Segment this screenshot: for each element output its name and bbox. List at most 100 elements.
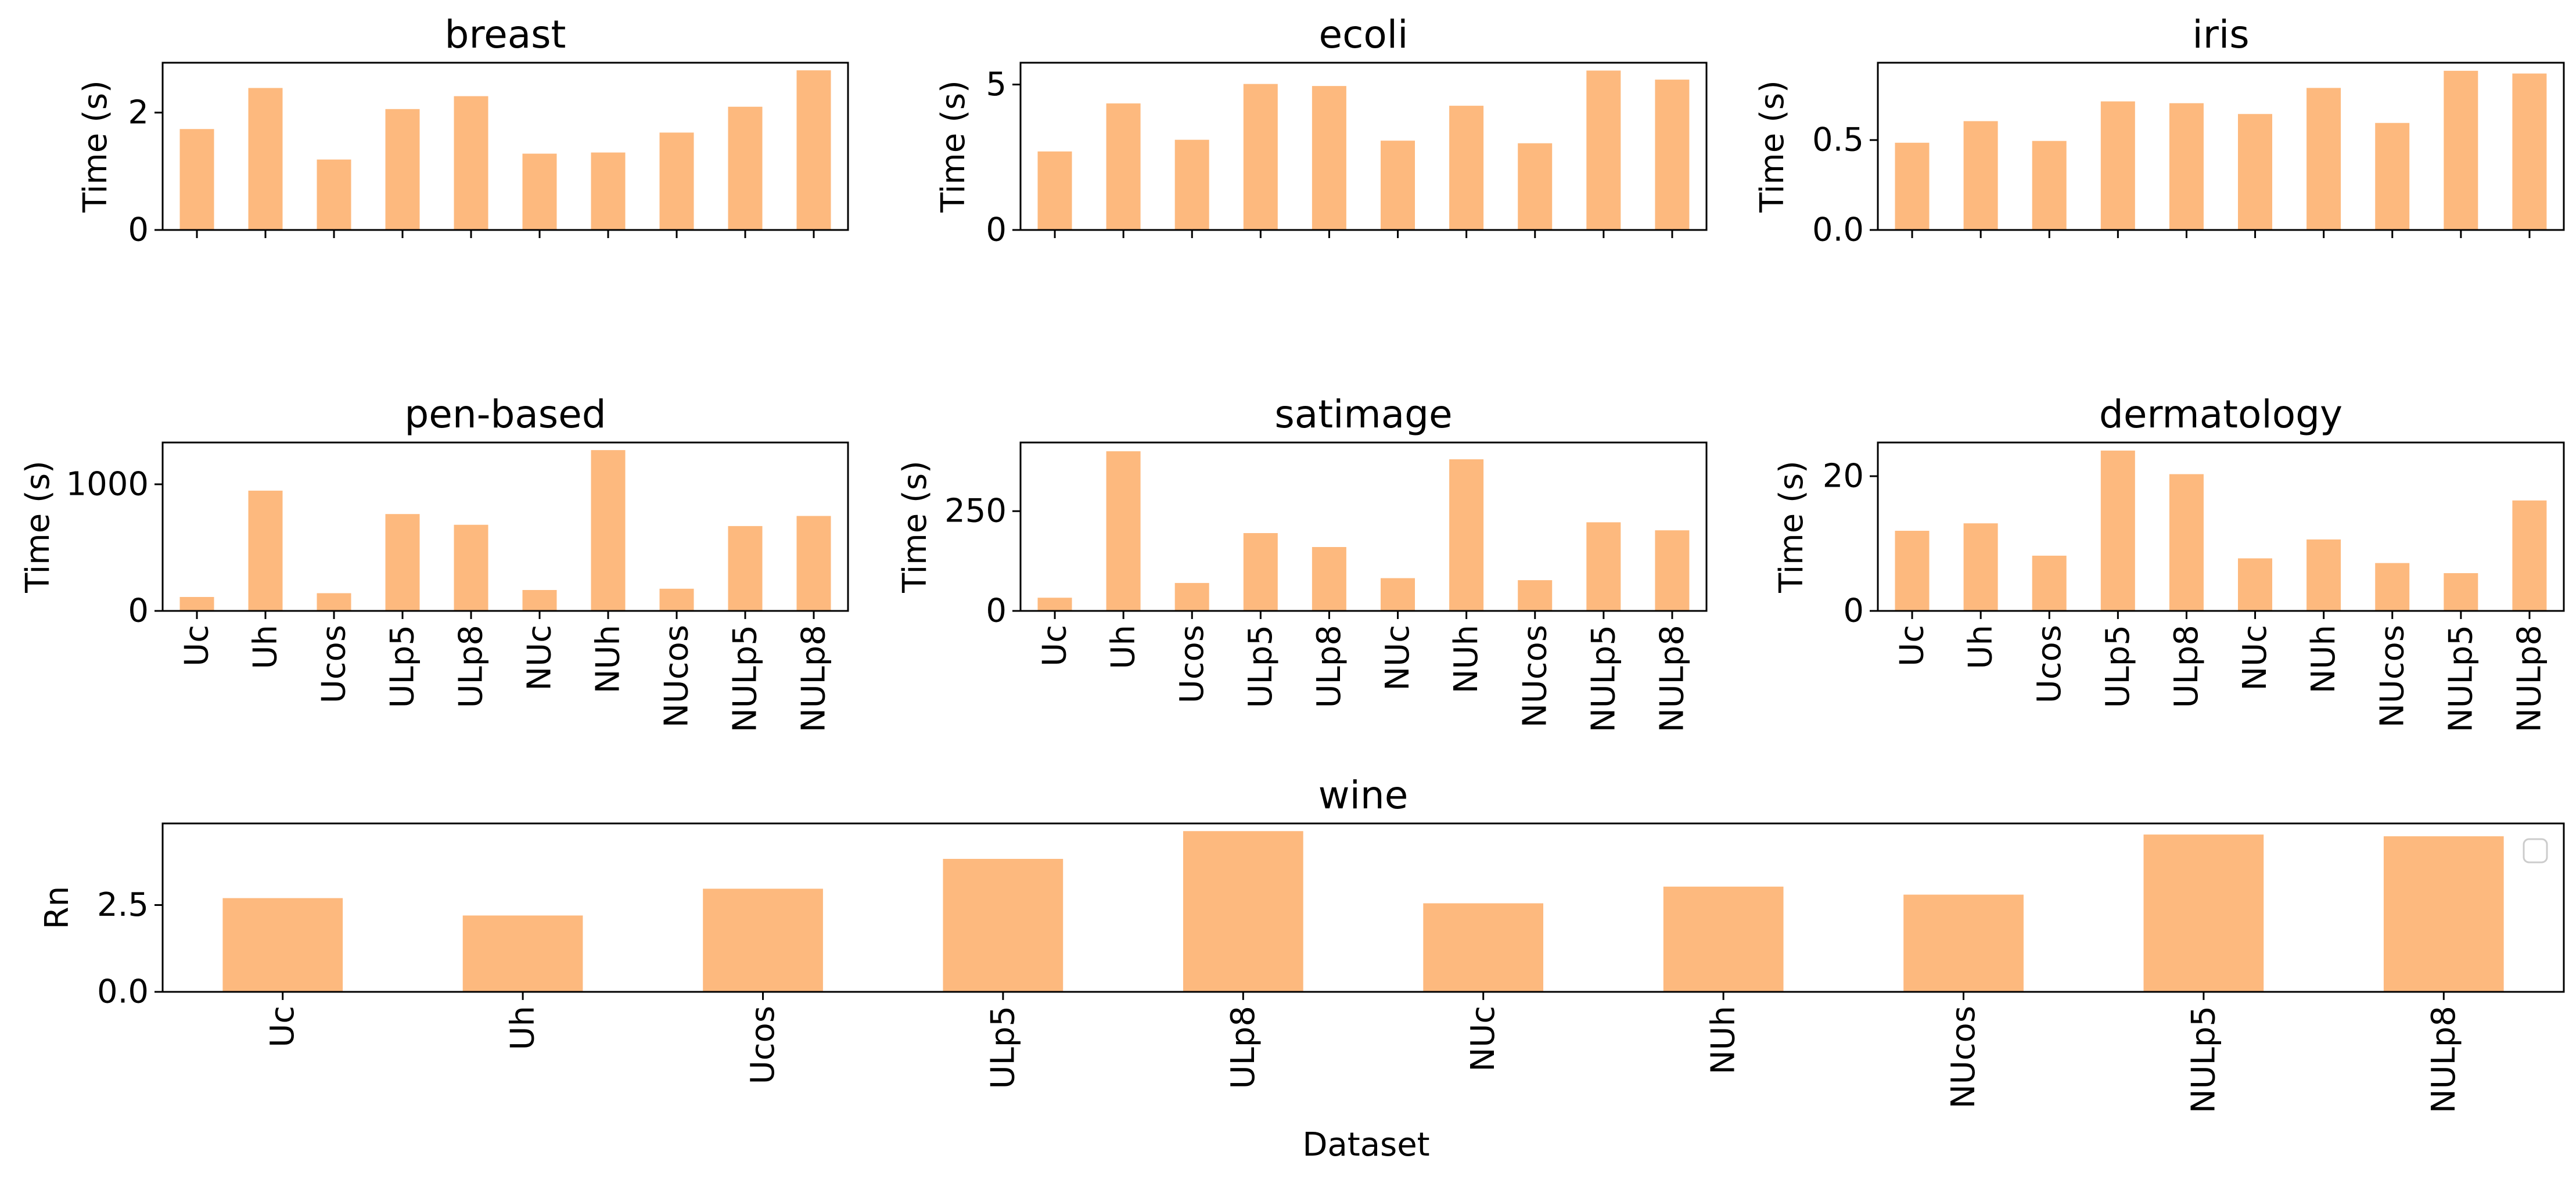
x-tick-label: Ucos xyxy=(315,625,353,703)
bar-NULp5 xyxy=(2444,573,2478,611)
subplot-title: breast xyxy=(445,12,566,57)
subplot-title: dermatology xyxy=(2099,392,2343,437)
bar-NUc xyxy=(522,590,557,611)
x-tick-label: NULp5 xyxy=(2442,625,2480,732)
axes-frame xyxy=(161,62,849,231)
x-tick-label: NULp5 xyxy=(2185,1006,2222,1113)
bar-ULp8 xyxy=(454,96,488,230)
subplot-title: pen-based xyxy=(404,392,606,437)
y-tick-label: 0 xyxy=(986,592,1007,630)
y-tick-label: 2 xyxy=(128,93,149,131)
bar-NUcos xyxy=(659,588,694,611)
x-tick-label: NUh xyxy=(1705,1006,1743,1074)
x-tick-label: NUc xyxy=(521,625,559,691)
x-tick-label: NUcos xyxy=(1945,1006,1982,1109)
bar-NUh xyxy=(591,450,626,611)
y-axis-label: Time (s) xyxy=(1773,461,1810,593)
x-tick-label: Uh xyxy=(1105,625,1143,669)
x-tick-label: NULp5 xyxy=(1585,625,1622,732)
x-tick-label: ULp8 xyxy=(452,625,490,708)
bar-Ucos xyxy=(703,888,823,992)
x-axis-label: Dataset xyxy=(1302,1126,1429,1164)
bar-ULp5 xyxy=(385,109,420,230)
x-tick-label: Uc xyxy=(178,625,216,667)
x-tick-label: Uh xyxy=(1962,625,2000,669)
subplot-title: ecoli xyxy=(1319,12,1409,57)
x-tick-label: Uc xyxy=(1036,625,1074,667)
bar-NULp5 xyxy=(2444,70,2478,231)
y-axis-label: Time (s) xyxy=(19,461,57,593)
subplot-dermatology: Uc Uh Ucos ULp5 ULp8 NUc NUh NUcos NULp5 NULp8 0 20… xyxy=(1773,392,2565,732)
bar-Ucos xyxy=(2032,141,2067,230)
x-tick-label: NULp8 xyxy=(2510,625,2548,732)
bar-NULp8 xyxy=(2512,73,2547,230)
bar-Uh xyxy=(1963,121,1998,230)
bar-Ucos xyxy=(317,593,351,611)
axes-frame xyxy=(1877,441,2565,612)
x-tick-label: NULp8 xyxy=(1653,625,1691,732)
subplot-panels: 0 2 breast Time (s) 0 5 ecoli Time (s) 0.0 0.5 iri… xyxy=(19,12,2565,1113)
bar-ULp5 xyxy=(2100,450,2135,611)
bar-NULp5 xyxy=(2143,834,2264,992)
bar-Uc xyxy=(222,898,343,992)
bar-NUh xyxy=(591,152,626,230)
y-tick-label: 2.5 xyxy=(97,886,149,924)
bar-NUcos xyxy=(1518,143,1553,230)
bar-Uh xyxy=(462,915,583,992)
subplot-satimage: Uc Uh Ucos ULp5 ULp8 NUc NUh NUcos NULp5 NULp8 0 25… xyxy=(896,392,1708,732)
bar-ULp8 xyxy=(1312,547,1346,611)
bar-NUh xyxy=(2306,539,2341,611)
x-tick-label: Uh xyxy=(504,1006,542,1050)
bar-ULp5 xyxy=(1243,84,1278,230)
y-tick-label: 20 xyxy=(1823,458,1864,495)
y-axis-label: Rn xyxy=(38,886,76,929)
bar-Ucos xyxy=(1174,582,1209,611)
bar-Uh xyxy=(1963,523,1998,611)
bar-NUcos xyxy=(2375,123,2410,230)
y-axis-label: Time (s) xyxy=(1754,80,1791,213)
bar-NULp5 xyxy=(1586,70,1621,230)
bar-Uh xyxy=(248,88,283,230)
subplot-iris: 0.0 0.5 iris Time (s) xyxy=(1754,12,2565,249)
axes-frame xyxy=(1877,62,2565,231)
bar-ULp5 xyxy=(1243,533,1278,611)
x-tick-label: ULp8 xyxy=(1224,1006,1262,1089)
bar-NULp5 xyxy=(728,526,763,611)
axes-frame xyxy=(161,441,849,612)
x-tick-label: Uc xyxy=(1894,625,1931,667)
x-tick-label: NULp8 xyxy=(2425,1006,2463,1113)
y-tick-label: 0 xyxy=(128,592,149,630)
bar-NUh xyxy=(1449,459,1484,611)
x-tick-label: ULp5 xyxy=(384,625,422,708)
bar-ULp5 xyxy=(943,859,1064,992)
y-axis-label: Time (s) xyxy=(896,461,934,593)
x-tick-label: Ucos xyxy=(744,1006,782,1084)
subplot-title: wine xyxy=(1318,773,1409,818)
bar-ULp8 xyxy=(2169,474,2204,611)
bar-Uc xyxy=(1037,598,1072,611)
bar-NUcos xyxy=(1518,580,1553,611)
y-tick-label: 0.5 xyxy=(1812,121,1864,159)
bar-Ucos xyxy=(1174,139,1209,230)
bar-NULp8 xyxy=(796,70,831,230)
y-tick-label: 250 xyxy=(944,492,1007,530)
bar-NUh xyxy=(2306,88,2341,230)
bar-ULp5 xyxy=(385,514,420,611)
bar-Uh xyxy=(1106,103,1141,230)
subplot-title: iris xyxy=(2192,12,2249,57)
bar-NUc xyxy=(1381,578,1415,611)
x-tick-label: NUh xyxy=(2305,625,2343,693)
y-tick-label: 0.0 xyxy=(97,973,149,1011)
bar-ULp5 xyxy=(2100,101,2135,230)
bar-ULp8 xyxy=(1312,86,1346,230)
bar-NUc xyxy=(2238,558,2272,611)
legend-box xyxy=(2523,838,2548,864)
bar-Uc xyxy=(1895,142,1930,230)
bar-NUcos xyxy=(1903,894,2024,992)
y-tick-label: 0 xyxy=(1843,592,1864,630)
bar-ULp8 xyxy=(2169,103,2204,230)
y-tick-label: 5 xyxy=(986,66,1007,103)
bar-NULp8 xyxy=(796,516,831,611)
x-tick-label: NUh xyxy=(1447,625,1485,693)
